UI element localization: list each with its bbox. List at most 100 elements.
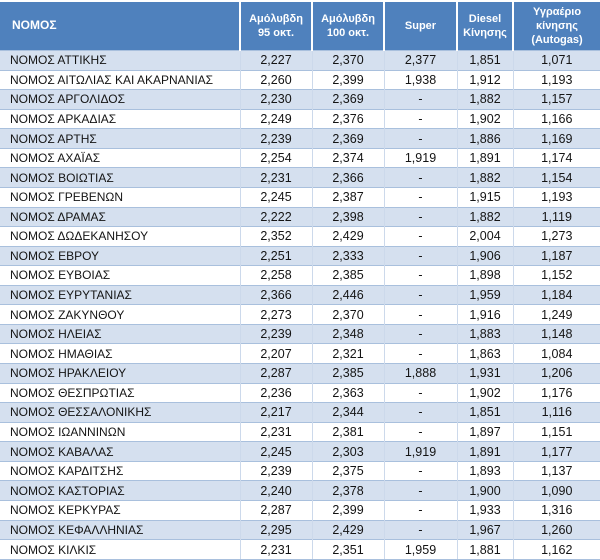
table-row: ΝΟΜΟΣ ΔΩΔΕΚΑΝΗΣΟΥ 2,352 2,429-2,004 1,273 bbox=[0, 226, 600, 247]
prefecture-name-cell: ΝΟΜΟΣ ΔΩΔΕΚΑΝΗΣΟΥ bbox=[0, 226, 240, 247]
col-header-unleaded-95: Αμόλυβδη 95 οκτ. bbox=[239, 2, 312, 51]
price-super-cell: - bbox=[383, 382, 457, 403]
price-unleaded95-cell: 2,239 bbox=[239, 323, 312, 344]
price-unleaded100-cell: 2,429 bbox=[311, 519, 384, 540]
price-super-cell: - bbox=[383, 499, 457, 520]
price-unleaded100-cell: 2,351 bbox=[311, 539, 384, 560]
price-super-cell: - bbox=[383, 206, 457, 227]
price-unleaded95-cell: 2,227 bbox=[239, 50, 312, 71]
price-diesel-cell: 1,893 bbox=[456, 460, 513, 481]
price-diesel-cell: 1,882 bbox=[456, 206, 513, 227]
price-autogas-cell: 1,071 bbox=[512, 50, 600, 71]
price-super-cell: 1,888 bbox=[383, 363, 457, 384]
price-unleaded95-cell: 2,222 bbox=[239, 206, 312, 227]
price-unleaded95-cell: 2,260 bbox=[239, 69, 312, 90]
price-unleaded95-cell: 2,366 bbox=[239, 284, 312, 305]
price-super-cell: - bbox=[383, 343, 457, 364]
price-unleaded95-cell: 2,254 bbox=[239, 147, 312, 168]
price-diesel-cell: 1,900 bbox=[456, 480, 513, 501]
price-diesel-cell: 1,891 bbox=[456, 441, 513, 462]
prefecture-name-cell: ΝΟΜΟΣ ΑΙΤΩΛΙΑΣ ΚΑΙ ΑΚΑΡΝΑΝΙΑΣ bbox=[0, 69, 240, 90]
price-unleaded95-cell: 2,231 bbox=[239, 421, 312, 442]
price-unleaded100-cell: 2,399 bbox=[311, 69, 384, 90]
prefecture-name-cell: ΝΟΜΟΣ ΑΡΚΑΔΙΑΣ bbox=[0, 108, 240, 129]
price-unleaded95-cell: 2,207 bbox=[239, 343, 312, 364]
header-row: ΝΟΜΟΣ Αμόλυβδη 95 οκτ. Αμόλυβδη 100 οκτ.… bbox=[0, 2, 600, 51]
prefecture-name-cell: ΝΟΜΟΣ ΑΡΓΟΛΙΔΟΣ bbox=[0, 89, 240, 110]
price-autogas-cell: 1,166 bbox=[512, 108, 600, 129]
price-unleaded95-cell: 2,273 bbox=[239, 304, 312, 325]
price-super-cell: 1,938 bbox=[383, 69, 457, 90]
table-row: ΝΟΜΟΣ ΚΑΒΑΛΑΣ 2,245 2,303 1,919 1,891 1,177 bbox=[0, 441, 600, 462]
table-row: ΝΟΜΟΣ ΗΜΑΘΙΑΣ 2,207 2,321-1,863 1,084 bbox=[0, 343, 600, 364]
price-diesel-cell: 1,886 bbox=[456, 128, 513, 149]
table-row: ΝΟΜΟΣ ΑΡΚΑΔΙΑΣ 2,249 2,376-1,902 1,166 bbox=[0, 108, 600, 129]
prefecture-name-cell: ΝΟΜΟΣ ΑΧΑΪΑΣ bbox=[0, 147, 240, 168]
price-autogas-cell: 1,084 bbox=[512, 343, 600, 364]
prefecture-name-cell: ΝΟΜΟΣ ΕΒΡΟΥ bbox=[0, 245, 240, 266]
price-unleaded100-cell: 2,385 bbox=[311, 363, 384, 384]
price-autogas-cell: 1,162 bbox=[512, 539, 600, 560]
price-autogas-cell: 1,152 bbox=[512, 265, 600, 286]
table-row: ΝΟΜΟΣ ΓΡΕΒΕΝΩΝ 2,245 2,387-1,915 1,193 bbox=[0, 186, 600, 207]
price-unleaded100-cell: 2,321 bbox=[311, 343, 384, 364]
price-unleaded100-cell: 2,398 bbox=[311, 206, 384, 227]
price-unleaded95-cell: 2,239 bbox=[239, 128, 312, 149]
prefecture-name-cell: ΝΟΜΟΣ ΕΥΒΟΙΑΣ bbox=[0, 265, 240, 286]
price-diesel-cell: 1,902 bbox=[456, 108, 513, 129]
price-unleaded100-cell: 2,366 bbox=[311, 167, 384, 188]
prefecture-name-cell: ΝΟΜΟΣ ΕΥΡΥΤΑΝΙΑΣ bbox=[0, 284, 240, 305]
price-autogas-cell: 1,206 bbox=[512, 363, 600, 384]
price-super-cell: - bbox=[383, 480, 457, 501]
price-unleaded95-cell: 2,231 bbox=[239, 539, 312, 560]
prefecture-name-cell: ΝΟΜΟΣ ΘΕΣΠΡΩΤΙΑΣ bbox=[0, 382, 240, 403]
table-row: ΝΟΜΟΣ ΕΥΒΟΙΑΣ 2,258 2,385-1,898 1,152 bbox=[0, 265, 600, 286]
table-row: ΝΟΜΟΣ ΑΤΤΙΚΗΣ 2,227 2,370 2,377 1,851 1,071 bbox=[0, 50, 600, 71]
price-diesel-cell: 1,881 bbox=[456, 539, 513, 560]
price-unleaded95-cell: 2,239 bbox=[239, 460, 312, 481]
price-unleaded95-cell: 2,352 bbox=[239, 226, 312, 247]
table-row: ΝΟΜΟΣ ΘΕΣΠΡΩΤΙΑΣ 2,236 2,363-1,902 1,176 bbox=[0, 382, 600, 403]
price-autogas-cell: 1,090 bbox=[512, 480, 600, 501]
price-super-cell: - bbox=[383, 323, 457, 344]
price-unleaded95-cell: 2,251 bbox=[239, 245, 312, 266]
prefecture-name-cell: ΝΟΜΟΣ ΔΡΑΜΑΣ bbox=[0, 206, 240, 227]
price-unleaded100-cell: 2,363 bbox=[311, 382, 384, 403]
price-unleaded95-cell: 2,258 bbox=[239, 265, 312, 286]
price-super-cell: 1,919 bbox=[383, 441, 457, 462]
price-autogas-cell: 1,187 bbox=[512, 245, 600, 266]
table-row: ΝΟΜΟΣ ΒΟΙΩΤΙΑΣ 2,231 2,366-1,882 1,154 bbox=[0, 167, 600, 188]
table-row: ΝΟΜΟΣ ΑΡΤΗΣ 2,239 2,369-1,886 1,169 bbox=[0, 128, 600, 149]
prefecture-name-cell: ΝΟΜΟΣ ΗΜΑΘΙΑΣ bbox=[0, 343, 240, 364]
price-autogas-cell: 1,184 bbox=[512, 284, 600, 305]
price-unleaded95-cell: 2,245 bbox=[239, 186, 312, 207]
price-super-cell: 1,919 bbox=[383, 147, 457, 168]
price-super-cell: 1,959 bbox=[383, 539, 457, 560]
prefecture-name-cell: ΝΟΜΟΣ ΖΑΚΥΝΘΟΥ bbox=[0, 304, 240, 325]
col-header-prefecture: ΝΟΜΟΣ bbox=[0, 2, 240, 51]
price-autogas-cell: 1,137 bbox=[512, 460, 600, 481]
price-unleaded95-cell: 2,295 bbox=[239, 519, 312, 540]
table-row: ΝΟΜΟΣ ΚΕΦΑΛΛΗΝΙΑΣ 2,295 2,429-1,967 1,260 bbox=[0, 519, 600, 540]
price-diesel-cell: 1,933 bbox=[456, 499, 513, 520]
price-unleaded95-cell: 2,287 bbox=[239, 363, 312, 384]
price-unleaded100-cell: 2,385 bbox=[311, 265, 384, 286]
price-super-cell: - bbox=[383, 402, 457, 423]
table-row: ΝΟΜΟΣ ΖΑΚΥΝΘΟΥ 2,273 2,370-1,916 1,249 bbox=[0, 304, 600, 325]
price-autogas-cell: 1,116 bbox=[512, 402, 600, 423]
price-super-cell: - bbox=[383, 108, 457, 129]
price-autogas-cell: 1,174 bbox=[512, 147, 600, 168]
price-unleaded95-cell: 2,287 bbox=[239, 499, 312, 520]
table-row: ΝΟΜΟΣ ΗΛΕΙΑΣ 2,239 2,348-1,883 1,148 bbox=[0, 323, 600, 344]
prefecture-name-cell: ΝΟΜΟΣ ΚΑΣΤΟΡΙΑΣ bbox=[0, 480, 240, 501]
price-unleaded100-cell: 2,429 bbox=[311, 226, 384, 247]
table-header: ΝΟΜΟΣ Αμόλυβδη 95 οκτ. Αμόλυβδη 100 οκτ.… bbox=[0, 2, 600, 51]
price-diesel-cell: 1,931 bbox=[456, 363, 513, 384]
prefecture-name-cell: ΝΟΜΟΣ ΚΑΡΔΙΤΣΗΣ bbox=[0, 460, 240, 481]
price-diesel-cell: 1,897 bbox=[456, 421, 513, 442]
price-diesel-cell: 1,863 bbox=[456, 343, 513, 364]
table-row: ΝΟΜΟΣ ΚΑΣΤΟΡΙΑΣ 2,240 2,378-1,900 1,090 bbox=[0, 480, 600, 501]
prefecture-name-cell: ΝΟΜΟΣ ΒΟΙΩΤΙΑΣ bbox=[0, 167, 240, 188]
price-diesel-cell: 1,902 bbox=[456, 382, 513, 403]
price-unleaded100-cell: 2,369 bbox=[311, 89, 384, 110]
